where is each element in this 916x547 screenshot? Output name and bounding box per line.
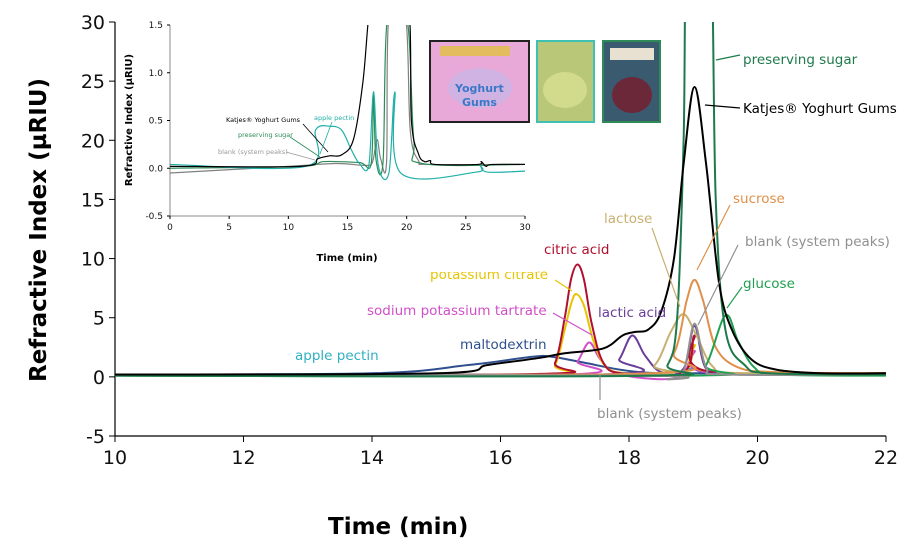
label-sodium-potassium-tartrate: sodium potassium tartrate xyxy=(367,303,547,319)
y-tick-label: 30 xyxy=(81,12,105,34)
series-line-citric-acid xyxy=(115,263,886,377)
y-tick-label: 20 xyxy=(81,130,105,152)
leader-katjes xyxy=(704,104,741,109)
x-tick-label: 5 xyxy=(226,223,232,233)
svg-text:Yoghurt: Yoghurt xyxy=(454,82,504,95)
y-tick-label: 0.0 xyxy=(149,164,164,174)
label-lactic-acid: lactic acid xyxy=(598,305,666,321)
series-line-preserving-sugar xyxy=(115,22,886,378)
x-tick-label: 20 xyxy=(745,447,769,469)
inset-label-apple-pectin: apple pectin xyxy=(314,114,354,122)
leader-potassium-citrate xyxy=(554,279,573,292)
x-tick-label: 25 xyxy=(460,223,471,233)
x-tick-label: 10 xyxy=(103,447,127,469)
x-tick-label: 15 xyxy=(342,223,353,233)
label-maltodextrin: maltodextrin xyxy=(460,337,547,353)
label-apple-pectin: apple pectin xyxy=(295,348,379,364)
leader-tartrate xyxy=(552,312,593,336)
x-tick-label: 18 xyxy=(617,447,641,469)
y-tick-label: 25 xyxy=(81,71,105,93)
svg-text:Gums: Gums xyxy=(462,96,497,109)
inset-leader-katjes xyxy=(302,123,329,153)
series-line-blank-system-peaks- xyxy=(115,322,886,381)
leader-preserving-sugar xyxy=(715,54,741,61)
leader-blank-top xyxy=(697,244,739,326)
inset-leader-blank xyxy=(285,151,316,161)
label-preserving-sugar: preserving sugar xyxy=(743,52,858,68)
y-tick-label: 1.5 xyxy=(149,21,163,31)
inset-leader-apple-pectin xyxy=(319,121,333,155)
leader-glucose xyxy=(726,286,743,309)
x-tick-label: 12 xyxy=(231,447,255,469)
leader-sucrose xyxy=(696,204,731,271)
inset-label-preserving-sugar: preserving sugar xyxy=(238,131,293,139)
leader-lactose xyxy=(651,227,681,308)
inset-y-axis-title: Refractive Index (µRIU) xyxy=(124,54,135,186)
label-sucrose: sucrose xyxy=(733,191,785,207)
x-axis-title: Time (min) xyxy=(328,514,468,540)
y-tick-label: 10 xyxy=(81,249,105,271)
product-photo-katjes: Yoghurt Gums xyxy=(429,40,530,123)
inset-x-axis-title: Time (min) xyxy=(316,253,377,264)
inset-label-katjes: Katjes® Yoghurt Gums xyxy=(226,116,301,124)
x-tick-label: 0 xyxy=(167,223,173,233)
series-line-apple-pectin xyxy=(170,91,525,181)
series-line-katjes-yoghurt-gums xyxy=(170,25,525,168)
inset-label-blank: blank (system peaks) xyxy=(218,148,288,156)
y-tick-label: 15 xyxy=(81,189,105,211)
y-tick-label: 5 xyxy=(93,308,105,330)
y-axis-title: Refractive Index (µRIU) xyxy=(26,78,52,382)
label-glucose: glucose xyxy=(743,276,795,292)
inset-leader-preserving-sugar xyxy=(289,136,321,158)
label-blank-bottom: blank (system peaks) xyxy=(597,406,742,422)
product-photo-apple-pectin xyxy=(536,40,595,123)
product-photo-preserving-sugar xyxy=(602,40,661,123)
x-tick-label: 16 xyxy=(488,447,512,469)
y-tick-label: 1.0 xyxy=(149,69,164,79)
series-line-katjes-yoghurt-gums xyxy=(115,86,886,376)
y-tick-label: 0 xyxy=(93,367,105,389)
y-tick-label: -0.5 xyxy=(145,212,163,222)
label-blank-top: blank (system peaks) xyxy=(745,234,890,250)
x-tick-label: 30 xyxy=(519,223,531,233)
x-tick-label: 20 xyxy=(401,223,413,233)
y-tick-label: 0.5 xyxy=(149,117,163,127)
x-tick-label: 10 xyxy=(283,223,295,233)
x-tick-label: 14 xyxy=(360,447,384,469)
inset-chart: 0 5 10 15 20 25 30-0.50.00.51.01.5 Time (min) … xyxy=(118,14,661,272)
y-tick-label: -5 xyxy=(86,426,105,448)
series-line-blank-system-peaks- xyxy=(170,25,525,174)
x-tick-label: 22 xyxy=(874,447,898,469)
label-citric-acid: citric acid xyxy=(544,242,610,258)
label-lactose: lactose xyxy=(604,211,652,227)
label-katjes: Katjes® Yoghurt Gums xyxy=(743,101,897,117)
